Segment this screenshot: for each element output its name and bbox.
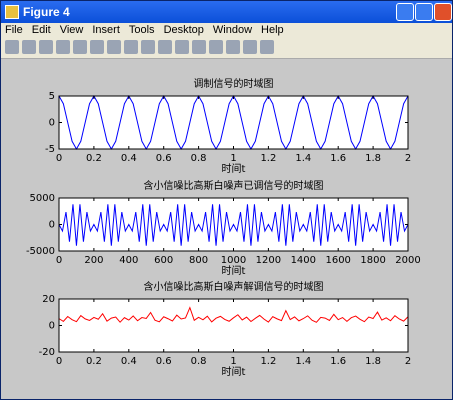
x-tick-label: 0.8 <box>191 356 207 367</box>
x-tick-label: 0 <box>56 153 62 164</box>
x-tick-label: 0.2 <box>86 356 102 367</box>
menu-item[interactable]: Window <box>212 24 253 36</box>
axes <box>59 299 408 352</box>
minimize-button[interactable] <box>396 3 414 21</box>
x-tick-label: 2000 <box>395 255 420 266</box>
x-tick-label: 2 <box>405 153 411 164</box>
x-axis-label: 时间t <box>222 264 246 277</box>
y-tick-label: 5000 <box>30 193 55 204</box>
x-tick-label: 0.4 <box>121 153 137 164</box>
x-tick-label: 1800 <box>360 255 385 266</box>
toolbar-button[interactable] <box>141 40 155 54</box>
y-tick-label: -5 <box>45 144 55 155</box>
y-tick-label: -20 <box>39 347 55 358</box>
app-icon <box>5 5 19 19</box>
menu-item[interactable]: Help <box>261 24 284 36</box>
close-button[interactable] <box>434 3 452 21</box>
x-tick-label: 1400 <box>291 255 316 266</box>
menu-item[interactable]: Edit <box>31 24 51 36</box>
toolbar <box>1 37 452 59</box>
menu-item[interactable]: Desktop <box>163 24 204 36</box>
menu-item[interactable]: Insert <box>92 24 120 36</box>
x-axis-label: 时间t <box>222 365 246 378</box>
chart-title: 调制信号的时域图 <box>194 77 274 90</box>
x-tick-label: 0.8 <box>191 153 207 164</box>
x-tick-label: 1600 <box>325 255 350 266</box>
axes <box>59 96 408 149</box>
toolbar-button[interactable] <box>107 40 121 54</box>
y-tick-label: 5 <box>49 91 55 102</box>
x-tick-label: 1 <box>230 153 236 164</box>
x-tick-label: 1.6 <box>330 153 346 164</box>
toolbar-button[interactable] <box>5 40 19 54</box>
y-tick-label: -5000 <box>26 246 55 257</box>
x-tick-label: 1.2 <box>260 153 276 164</box>
toolbar-button[interactable] <box>243 40 257 54</box>
x-tick-label: 400 <box>119 255 138 266</box>
toolbar-button[interactable] <box>192 40 206 54</box>
y-tick-label: 0 <box>49 118 55 129</box>
x-tick-label: 0 <box>56 255 62 266</box>
y-tick-label: 20 <box>42 294 55 305</box>
y-tick-label: 0 <box>49 220 55 231</box>
toolbar-button[interactable] <box>209 40 223 54</box>
toolbar-button[interactable] <box>22 40 36 54</box>
x-tick-label: 200 <box>84 255 103 266</box>
x-tick-label: 1000 <box>221 255 246 266</box>
x-tick-label: 0.4 <box>121 356 137 367</box>
toolbar-button[interactable] <box>56 40 70 54</box>
x-tick-label: 1.4 <box>295 153 311 164</box>
x-tick-label: 0.2 <box>86 153 102 164</box>
x-tick-label: 1.8 <box>365 356 381 367</box>
signal-line <box>58 204 409 246</box>
toolbar-button[interactable] <box>175 40 189 54</box>
menu-item[interactable]: View <box>59 24 84 36</box>
window-title: Figure 4 <box>23 5 70 19</box>
x-tick-label: 0 <box>56 356 62 367</box>
x-tick-label: 1.2 <box>260 356 276 367</box>
x-tick-label: 1.4 <box>295 356 311 367</box>
menu-item[interactable]: Tools <box>128 24 155 36</box>
toolbar-button[interactable] <box>158 40 172 54</box>
toolbar-button[interactable] <box>260 40 274 54</box>
x-tick-label: 600 <box>154 255 173 266</box>
toolbar-button[interactable] <box>90 40 104 54</box>
toolbar-button[interactable] <box>124 40 138 54</box>
menu-item[interactable]: File <box>5 24 23 36</box>
menu-bar: File Edit View Insert Tools Desktop Window Help <box>1 23 452 37</box>
x-tick-label: 1200 <box>256 255 281 266</box>
x-tick-label: 2 <box>405 356 411 367</box>
x-tick-label: 800 <box>189 255 208 266</box>
x-tick-label: 1.8 <box>365 153 381 164</box>
toolbar-button[interactable] <box>73 40 87 54</box>
chart-title: 含小信噪比高斯白噪声已调信号的时域图 <box>144 179 324 192</box>
x-tick-label: 1.6 <box>330 356 346 367</box>
chart-title: 含小信噪比高斯白噪声解调信号的时域图 <box>144 280 324 293</box>
signal-line <box>58 306 409 323</box>
x-tick-label: 1 <box>230 356 236 367</box>
x-tick-label: 0.6 <box>156 356 172 367</box>
maximize-button[interactable] <box>415 3 433 21</box>
y-tick-label: 0 <box>49 321 55 332</box>
x-tick-label: 0.6 <box>156 153 172 164</box>
toolbar-button[interactable] <box>226 40 240 54</box>
x-axis-label: 时间t <box>222 162 246 175</box>
title-bar: Figure 4 <box>1 1 452 23</box>
toolbar-button[interactable] <box>39 40 53 54</box>
